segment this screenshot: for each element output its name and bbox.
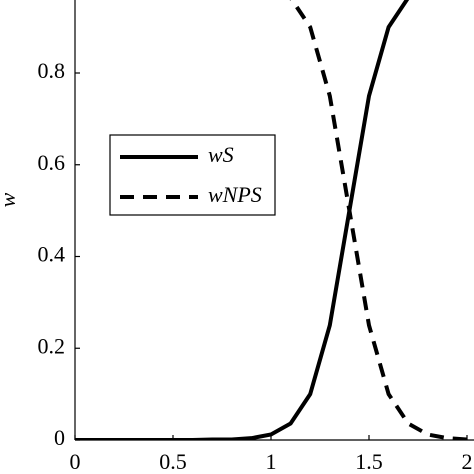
x-tick-label: 2 xyxy=(462,449,473,474)
x-tick-label: 1 xyxy=(266,449,277,474)
legend-label: wS xyxy=(208,142,234,167)
y-axis-label: w xyxy=(0,192,20,207)
line-series xyxy=(289,0,468,440)
y-tick-label: 0.8 xyxy=(38,58,66,83)
legend-box xyxy=(109,134,276,216)
x-tick-label: 1.5 xyxy=(355,449,383,474)
legend-label: wNPS xyxy=(208,182,262,207)
y-tick-label: 0.2 xyxy=(38,333,66,358)
x-tick-label: 0 xyxy=(70,449,81,474)
y-tick-label: 0.4 xyxy=(38,242,66,267)
line-series xyxy=(75,0,410,440)
x-tick-label: 0.5 xyxy=(159,449,187,474)
legend: wS wNPS xyxy=(109,134,276,216)
y-tick-label: 0.6 xyxy=(38,150,66,175)
y-tick-label: 0 xyxy=(54,425,65,450)
